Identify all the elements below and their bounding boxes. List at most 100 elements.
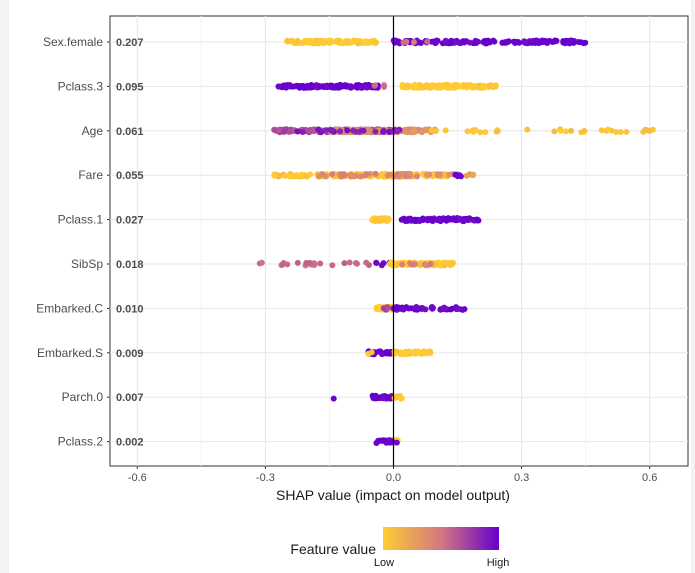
shap-point xyxy=(461,39,468,46)
x-tick-label: 0.3 xyxy=(514,472,529,484)
shap-point xyxy=(578,129,585,136)
feature-label: Embarked.C xyxy=(36,301,103,315)
feature-label: Pclass.2 xyxy=(58,435,104,449)
shap-point xyxy=(400,39,407,46)
shap-point xyxy=(623,128,630,135)
shap-point xyxy=(387,439,394,446)
shap-point xyxy=(323,83,330,90)
shap-point xyxy=(287,173,294,180)
shap-point xyxy=(365,81,372,88)
shap-point xyxy=(329,127,336,134)
shap-point xyxy=(411,83,418,90)
shap-point xyxy=(557,127,564,134)
shap-point xyxy=(418,129,425,136)
shap-point xyxy=(289,83,296,90)
shap-point xyxy=(283,82,290,89)
shap-point xyxy=(275,126,282,133)
feature-label: Embarked.S xyxy=(37,346,103,360)
shap-point xyxy=(553,37,560,44)
mean-abs-value: 0.027 xyxy=(116,215,144,227)
shap-point xyxy=(282,172,289,179)
shap-point xyxy=(482,129,489,136)
shap-point xyxy=(299,129,306,136)
shap-point xyxy=(443,217,450,224)
shap-point xyxy=(480,84,487,91)
shap-point xyxy=(398,350,405,357)
shap-point xyxy=(566,37,573,44)
shap-point xyxy=(318,171,325,178)
mean-abs-value: 0.018 xyxy=(116,259,144,271)
mean-abs-value: 0.010 xyxy=(116,303,144,315)
shap-point xyxy=(454,81,461,88)
shap-point xyxy=(393,348,400,355)
legend-colorbar xyxy=(383,527,499,550)
shap-point xyxy=(294,128,301,135)
shap-point xyxy=(380,128,387,135)
shap-point xyxy=(315,126,322,133)
shap-point xyxy=(399,261,406,268)
shap-point xyxy=(441,262,448,269)
mean-abs-value: 0.002 xyxy=(116,437,144,449)
shap-point xyxy=(411,127,418,134)
shap-point xyxy=(322,127,329,134)
shap-point xyxy=(465,217,472,224)
shap-point xyxy=(284,261,291,268)
shap-point xyxy=(562,128,569,135)
shap-point xyxy=(398,216,405,223)
shap-point xyxy=(366,38,373,45)
shap-point xyxy=(301,84,308,91)
shap-point xyxy=(343,38,350,45)
shap-point xyxy=(469,84,476,91)
shap-point xyxy=(424,217,431,224)
shap-point xyxy=(271,172,278,179)
legend-high-label: High xyxy=(487,557,510,569)
shap-point xyxy=(354,39,361,46)
shap-point xyxy=(428,127,435,134)
shap-point xyxy=(645,127,652,134)
shap-point xyxy=(454,305,461,312)
shap-point xyxy=(428,38,435,45)
x-tick-label: 0.0 xyxy=(386,472,401,484)
shap-point xyxy=(568,127,575,134)
feature-label: Fare xyxy=(78,168,103,182)
shap-point xyxy=(542,38,549,45)
shap-point xyxy=(358,127,365,134)
shap-point xyxy=(279,261,286,268)
shap-point xyxy=(531,38,538,45)
shap-point xyxy=(613,129,620,136)
shap-point xyxy=(427,260,434,267)
shap-point xyxy=(318,83,325,90)
feature-label: Pclass.3 xyxy=(58,79,104,93)
shap-point xyxy=(284,37,291,44)
shap-point xyxy=(380,172,387,179)
shap-point xyxy=(393,439,400,446)
shap-point xyxy=(459,306,466,313)
shap-point xyxy=(363,171,370,178)
shap-point xyxy=(406,170,413,177)
shap-point xyxy=(434,172,441,179)
shap-point xyxy=(344,127,351,134)
shap-point xyxy=(429,304,436,311)
mean-abs-labels: 0.207 0.095 0.061 0.055 0.027 0.018 0.010 0.009… xyxy=(116,37,144,449)
shap-point xyxy=(386,128,393,135)
shap-point xyxy=(377,437,384,444)
shap-point xyxy=(312,40,319,47)
shap-point xyxy=(490,37,497,44)
shap-point xyxy=(434,217,441,224)
x-axis-label: SHAP value (impact on model output) xyxy=(276,487,510,503)
shap-point xyxy=(329,171,336,178)
shap-point xyxy=(410,217,417,224)
shap-point xyxy=(347,171,354,178)
shap-point xyxy=(485,82,492,89)
shap-point xyxy=(363,259,370,266)
shap-point xyxy=(372,128,379,135)
shap-point xyxy=(405,305,412,312)
shap-point xyxy=(337,128,344,135)
shap-point xyxy=(448,260,455,267)
shap-point xyxy=(320,40,327,47)
shap-point xyxy=(258,259,265,266)
shap-point xyxy=(379,351,386,358)
shap-point xyxy=(372,216,379,223)
shap-point xyxy=(371,82,378,89)
shap-point xyxy=(380,260,387,267)
